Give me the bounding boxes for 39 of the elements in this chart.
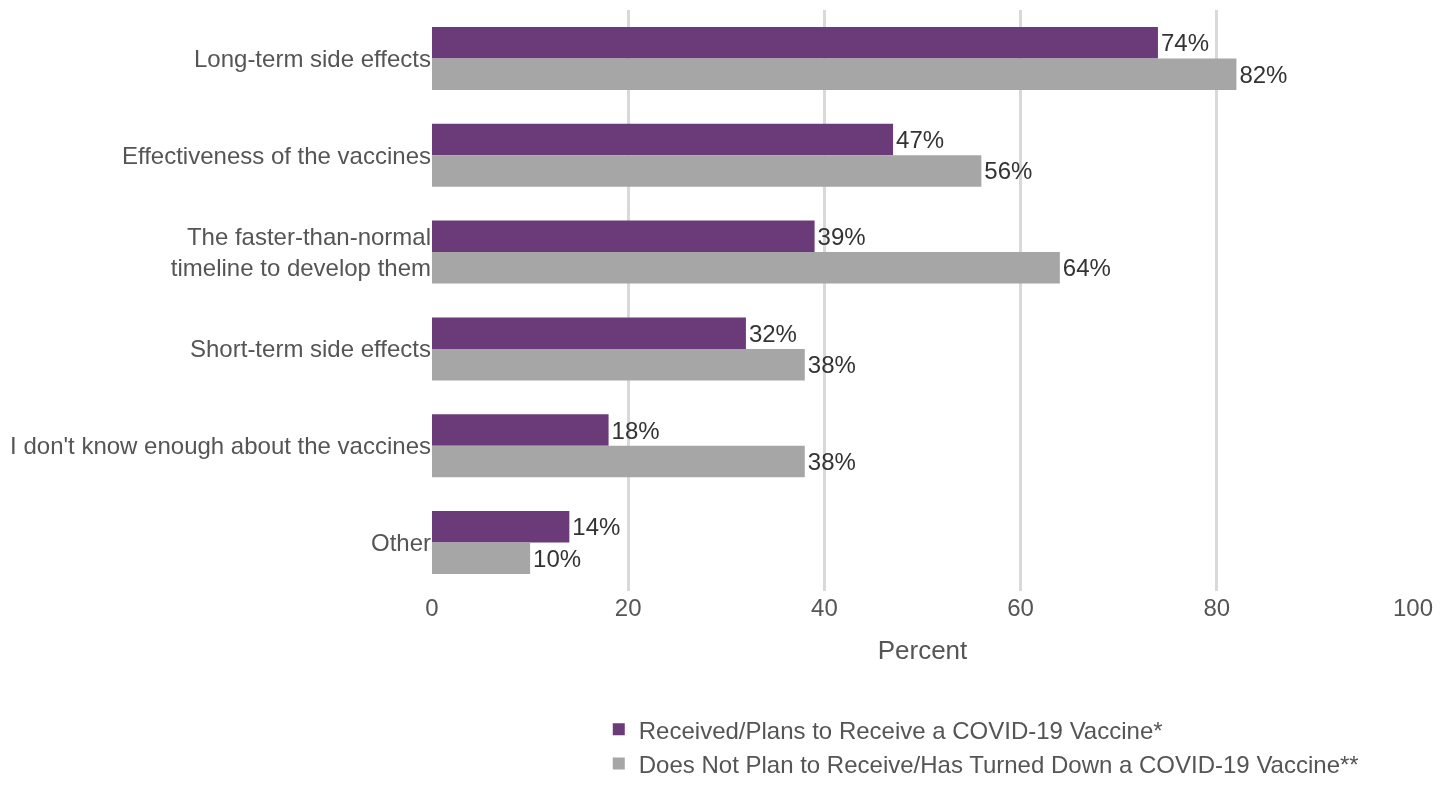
x-tick-label: 80 bbox=[1203, 594, 1231, 621]
bar bbox=[432, 155, 982, 187]
x-tick-label: 0 bbox=[425, 594, 439, 621]
data-label: 82% bbox=[1239, 60, 1288, 88]
legend-label: Received/Plans to Receive a COVID-19 Vaccine* bbox=[638, 716, 1163, 744]
data-label: 14% bbox=[572, 513, 621, 541]
bar bbox=[432, 445, 805, 478]
data-label: 64% bbox=[1062, 254, 1111, 282]
bar bbox=[432, 348, 805, 381]
y-tick-label: Other bbox=[370, 528, 431, 556]
data-label: 18% bbox=[611, 416, 660, 444]
data-label: 39% bbox=[817, 222, 866, 250]
data-label: 47% bbox=[896, 126, 945, 154]
data-label: 74% bbox=[1160, 29, 1209, 57]
data-label: 10% bbox=[533, 544, 582, 572]
bar bbox=[432, 220, 815, 253]
bar bbox=[432, 123, 894, 156]
y-tick-label: The faster-than-normal timeline to develop them bbox=[170, 222, 431, 282]
y-tick-label: I don't know enough about the vaccines bbox=[10, 432, 431, 460]
bar bbox=[432, 317, 746, 349]
data-label: 38% bbox=[807, 447, 856, 475]
data-label: 38% bbox=[807, 351, 856, 379]
bar bbox=[432, 542, 531, 575]
x-tick-label: 20 bbox=[614, 594, 642, 621]
y-tick-label: Short-term side effects bbox=[190, 335, 431, 363]
x-tick-label: 40 bbox=[811, 594, 838, 621]
bar bbox=[432, 26, 1158, 59]
data-label: 32% bbox=[748, 319, 797, 347]
legend-label: Does Not Plan to Receive/Has Turned Down a COVID-19 Vaccine** bbox=[638, 750, 1359, 778]
bar bbox=[432, 511, 570, 543]
y-tick-label: Long-term side effects bbox=[193, 44, 431, 72]
bar bbox=[432, 58, 1237, 90]
x-tick-label: 100 bbox=[1392, 594, 1434, 621]
bar bbox=[432, 252, 1060, 284]
x-axis-title: Percent bbox=[877, 634, 969, 665]
bar bbox=[432, 414, 609, 446]
x-tick-label: 60 bbox=[1007, 594, 1034, 621]
y-tick-label: Effectiveness of the vaccines bbox=[121, 141, 431, 169]
data-label: 56% bbox=[984, 157, 1033, 185]
